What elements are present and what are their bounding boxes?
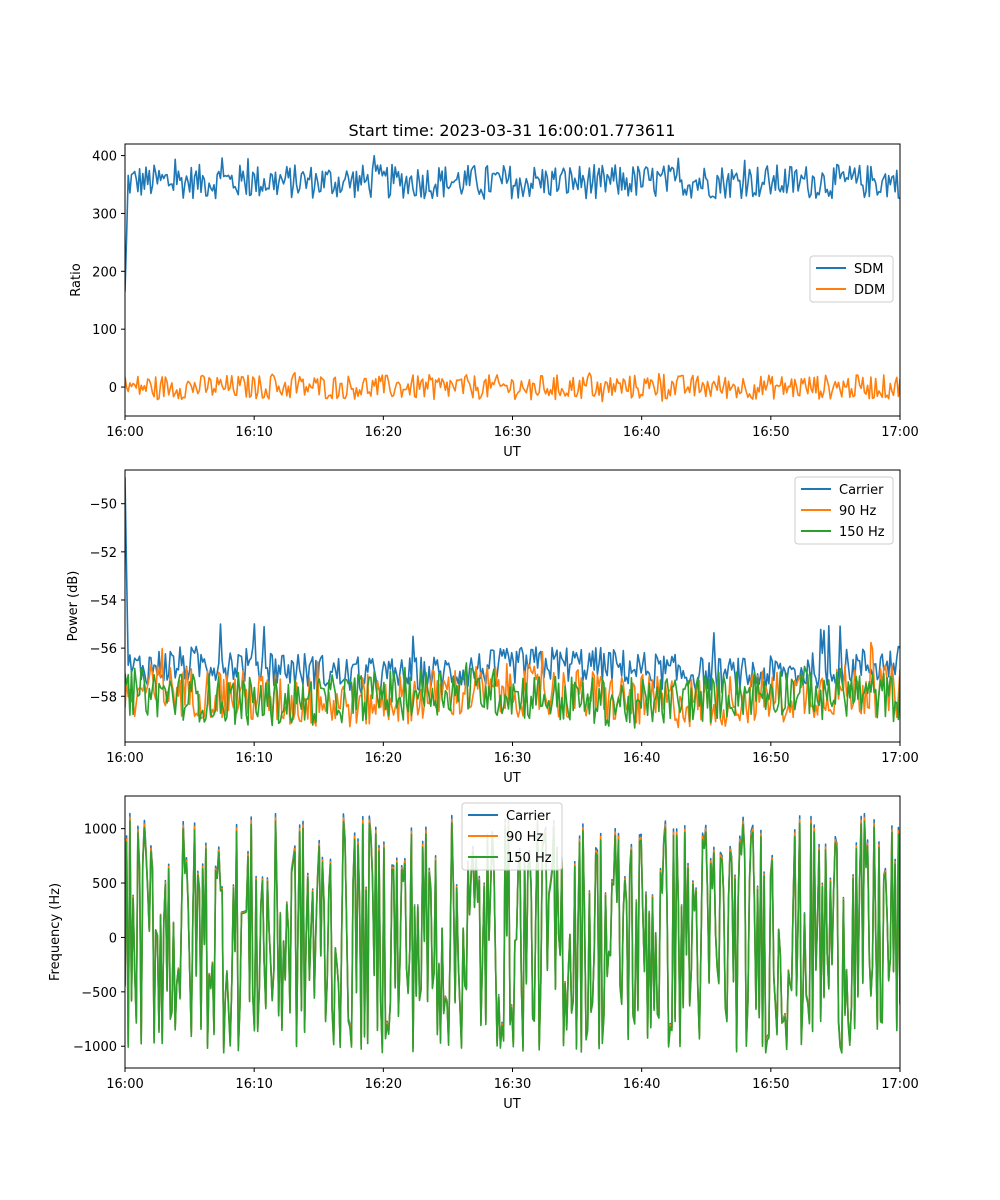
series-line-150-hz: [125, 662, 900, 729]
series-layer: [125, 812, 900, 1054]
ticks-layer: 16:00 16:10 16:20 16:30 16:40 16:50 17:00 −58 −5…: [90, 498, 919, 766]
y-tick-label: 300: [92, 207, 117, 222]
legend: SDM DDM: [809, 255, 894, 303]
x-tick-label: 16:30: [494, 751, 531, 766]
legend-label: 90 Hz: [839, 504, 876, 519]
x-axis-label: UT: [503, 445, 521, 460]
frequency-panel: 16:00 16:10 16:20 16:30 16:40 16:50 17:00 −1000…: [48, 795, 919, 1112]
series-line-150-hz: [125, 820, 900, 1054]
legend-box: [794, 476, 894, 545]
x-tick-label: 16:00: [106, 1077, 143, 1092]
y-tick-label: 500: [92, 877, 117, 892]
x-tick-label: 17:00: [881, 425, 918, 440]
x-tick-label: 16:10: [235, 751, 272, 766]
ticks-layer: 16:00 16:10 16:20 16:30 16:40 16:50 17:00 −1000…: [73, 823, 919, 1092]
y-tick-label: 100: [92, 323, 117, 338]
x-tick-label: 17:00: [881, 751, 918, 766]
x-tick-label: 17:00: [881, 1077, 918, 1092]
y-axis-label: Frequency (Hz): [48, 883, 63, 981]
legend-label: 150 Hz: [839, 525, 885, 540]
y-axis-label: Power (dB): [66, 571, 81, 642]
x-axis-label: UT: [503, 771, 521, 786]
series-layer: [125, 154, 900, 403]
legend-box: [461, 802, 563, 871]
power-panel: 16:00 16:10 16:20 16:30 16:40 16:50 17:00 −58 −5…: [66, 469, 919, 786]
y-tick-label: −58: [90, 690, 117, 705]
x-tick-label: 16:00: [106, 425, 143, 440]
ticks-layer: 16:00 16:10 16:20 16:30 16:40 16:50 17:00 0 100 2…: [92, 150, 919, 440]
x-tick-label: 16:00: [106, 751, 143, 766]
series-line-carrier: [125, 477, 900, 695]
y-tick-label: −50: [90, 498, 117, 513]
legend-label: 90 Hz: [506, 830, 543, 845]
x-tick-label: 16:30: [494, 425, 531, 440]
y-tick-label: 0: [109, 381, 117, 396]
y-tick-label: −56: [90, 642, 117, 657]
y-axis-label: Ratio: [69, 263, 84, 296]
chart-title: Start time: 2023-03-31 16:00:01.773611: [349, 121, 676, 140]
x-tick-label: 16:30: [494, 1077, 531, 1092]
x-tick-label: 16:10: [235, 1077, 272, 1092]
x-tick-label: 16:40: [623, 425, 660, 440]
legend-label: Carrier: [506, 809, 551, 824]
y-tick-label: 200: [92, 265, 117, 280]
y-tick-label: −500: [81, 986, 117, 1001]
x-tick-label: 16:20: [365, 425, 402, 440]
x-tick-label: 16:40: [623, 1077, 660, 1092]
series-line-ddm: [125, 371, 900, 403]
y-tick-label: 400: [92, 150, 117, 165]
ratio-panel: Start time: 2023-03-31 16:00:01.773611 1…: [69, 121, 919, 460]
y-tick-label: 1000: [84, 823, 117, 838]
x-tick-label: 16:20: [365, 1077, 402, 1092]
legend-label: DDM: [854, 283, 885, 298]
x-tick-label: 16:10: [235, 425, 272, 440]
legend-label: 150 Hz: [506, 851, 552, 866]
x-tick-label: 16:20: [365, 751, 402, 766]
legend: Carrier 90 Hz 150 Hz: [794, 476, 894, 545]
legend-label: Carrier: [839, 483, 884, 498]
y-tick-label: −52: [90, 546, 117, 561]
y-tick-label: −1000: [73, 1040, 117, 1055]
x-axis-label: UT: [503, 1097, 521, 1112]
series-line-sdm: [125, 154, 900, 292]
series-layer: [125, 477, 900, 729]
y-tick-label: 0: [109, 931, 117, 946]
legend: Carrier 90 Hz 150 Hz: [461, 802, 563, 871]
x-tick-label: 16:40: [623, 751, 660, 766]
x-tick-label: 16:50: [752, 751, 789, 766]
y-tick-label: −54: [90, 594, 117, 609]
x-tick-label: 16:50: [752, 1077, 789, 1092]
legend-label: SDM: [854, 262, 883, 277]
x-tick-label: 16:50: [752, 425, 789, 440]
